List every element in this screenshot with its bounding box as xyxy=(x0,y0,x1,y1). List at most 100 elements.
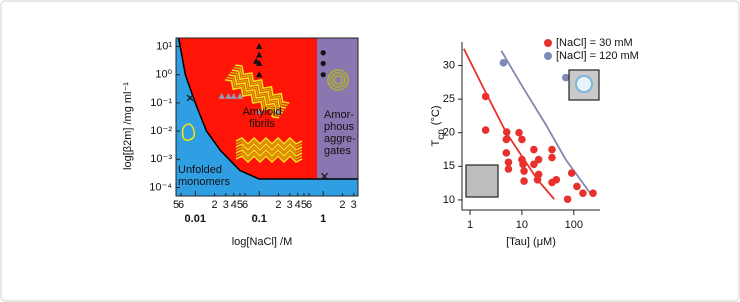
fibril-strand xyxy=(228,74,283,114)
point xyxy=(561,73,570,82)
point xyxy=(502,135,511,144)
x-tick-label: 3 xyxy=(287,199,293,211)
point xyxy=(548,153,556,162)
y-tick-label: 10⁻² xyxy=(150,125,172,137)
point xyxy=(530,160,538,169)
aggregate-ring xyxy=(333,75,343,85)
region-label: Amyloid xyxy=(242,106,281,118)
circle-point xyxy=(320,72,326,78)
region-fibrils xyxy=(178,38,317,180)
fibril-image xyxy=(235,136,303,164)
point xyxy=(504,165,513,173)
y-axis-title: log[β2m] /mg ml⁻¹ xyxy=(122,82,134,170)
point xyxy=(515,128,523,137)
x-tick-label: 10 xyxy=(516,219,528,231)
fit-line xyxy=(500,50,593,197)
x-tick-label: 3 xyxy=(351,199,357,211)
x-tick-label: 2 xyxy=(339,199,345,211)
x-tick-label: 2 xyxy=(211,199,217,211)
monomer-image xyxy=(181,123,196,142)
fibril-strand xyxy=(224,79,280,119)
icon-box xyxy=(465,164,499,198)
region-label: gates xyxy=(324,145,351,157)
point xyxy=(579,189,587,197)
x-tick-label: 0.01 xyxy=(185,213,206,225)
aggregate-ring xyxy=(327,69,349,91)
fibril-strand xyxy=(235,145,303,155)
point xyxy=(504,158,513,167)
right-overlay: 10 15 20 25 30 1 10 100 [NaCl] = 30 mM[NaCl] = 1… xyxy=(443,37,639,231)
aggregate-image xyxy=(327,69,349,91)
legend-label: [NaCl] = 120 mM xyxy=(556,50,639,62)
triangle-point xyxy=(256,59,263,66)
point xyxy=(534,155,543,164)
triangle-point xyxy=(218,92,226,99)
legend-marker xyxy=(544,52,552,60)
x-tick-label: 1 xyxy=(320,213,326,225)
axes xyxy=(461,42,600,211)
point xyxy=(518,135,526,144)
y-tick-label: 25 xyxy=(443,93,455,105)
fibril-strand xyxy=(235,154,303,164)
x-tick-label: 5 xyxy=(301,199,307,211)
triangle-point xyxy=(236,92,244,99)
plot-frame xyxy=(175,37,359,197)
point xyxy=(573,182,581,191)
y-tick-label: 10⁰ xyxy=(155,69,172,81)
circle-point xyxy=(320,60,326,67)
point xyxy=(499,59,508,67)
triangle-point xyxy=(253,57,260,64)
right-plot xyxy=(463,48,597,204)
region-label: Amor- xyxy=(324,109,354,121)
point xyxy=(481,126,490,134)
x-tick-label: 6 xyxy=(242,199,248,211)
point xyxy=(563,195,572,204)
y-title-main: T xyxy=(430,139,442,146)
legend-label: [NaCl] = 30 mM xyxy=(556,37,633,49)
triangle-point xyxy=(225,92,232,99)
x-tick-label: 6 xyxy=(306,199,312,211)
y-tick-label: 10⁻³ xyxy=(150,153,172,165)
triangle-point xyxy=(256,71,263,78)
cross-point xyxy=(186,94,194,102)
triangle-point xyxy=(256,107,263,114)
legend-marker xyxy=(544,39,552,47)
point xyxy=(530,145,538,154)
point xyxy=(520,167,528,175)
y-tick-label: 20 xyxy=(443,127,455,139)
x-tick-label: 2 xyxy=(275,199,281,211)
fibril-strand xyxy=(235,139,303,149)
fibril-image xyxy=(224,64,290,119)
y-title-sub: cp xyxy=(436,129,447,140)
x-tick-label: 4 xyxy=(295,199,301,211)
x-tick-label: 5 xyxy=(173,199,179,211)
x-tick-label: 6 xyxy=(178,199,184,211)
x-tick-label: 5 xyxy=(237,199,243,211)
y-tick-label: 10⁻¹ xyxy=(150,97,172,109)
x-axis-title: [Tau] (μM) xyxy=(506,236,556,248)
left-plot xyxy=(176,38,358,196)
fibril-strand xyxy=(235,142,303,152)
fibril-strand xyxy=(235,148,303,158)
point xyxy=(552,175,561,184)
y-title-unit: (°C) xyxy=(430,106,442,126)
point xyxy=(567,169,576,177)
x-axis-title: log[NaCl] /M xyxy=(232,236,293,248)
triangle-point xyxy=(275,107,282,114)
region-label: fibrils xyxy=(249,118,275,130)
triangle-point xyxy=(230,92,237,99)
point xyxy=(520,177,528,185)
point xyxy=(481,92,490,101)
y-tick-label: 10¹ xyxy=(156,40,172,52)
point xyxy=(502,149,511,157)
circle-point xyxy=(320,50,326,56)
point xyxy=(502,128,511,136)
triangle-point xyxy=(256,51,263,58)
x-tick-label: 1 xyxy=(467,219,473,231)
fibril-strand xyxy=(235,64,290,104)
y-axis-title: Tcp (°C) xyxy=(430,106,447,147)
x-tick-label: 0.1 xyxy=(252,213,267,225)
phase-boundary xyxy=(177,38,358,180)
point xyxy=(548,145,556,154)
triangle-point xyxy=(256,42,263,49)
